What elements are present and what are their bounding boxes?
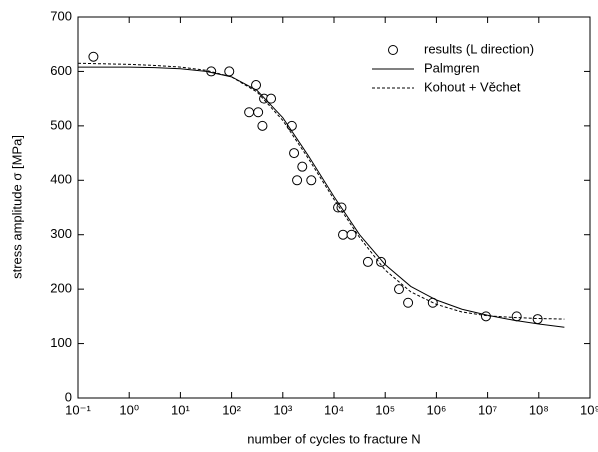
y-tick-label: 200: [50, 281, 72, 296]
x-tick-label: 10³: [273, 402, 292, 417]
x-tick-label: 10⁹: [580, 402, 598, 417]
data-point: [253, 107, 264, 118]
x-tick-label: 10²: [222, 402, 241, 417]
data-point: [403, 297, 414, 308]
data-point: [224, 66, 235, 77]
x-tick-label: 10⁶: [426, 402, 446, 417]
data-point: [376, 256, 387, 267]
y-tick-label: 0: [65, 389, 72, 404]
legend-label: results (L direction): [424, 41, 534, 56]
data-point: [289, 148, 300, 159]
curve: [78, 66, 565, 328]
y-tick-label: 600: [50, 63, 72, 78]
data-point: [292, 175, 303, 186]
x-tick-label: 10¹: [171, 402, 190, 417]
y-tick-label: 500: [50, 117, 72, 132]
data-point: [297, 161, 308, 172]
legend-label: Palmgren: [424, 60, 480, 75]
data-point: [257, 120, 268, 131]
curve: [77, 62, 565, 320]
data-point: [393, 284, 404, 295]
data-point: [362, 256, 373, 267]
data-point: [306, 175, 317, 186]
data-point: [244, 107, 255, 118]
data-point: [346, 229, 357, 240]
legend-label: Kohout + Věchet: [424, 79, 521, 94]
x-tick-label: 10⁻¹: [65, 402, 91, 417]
x-tick-label: 10⁷: [478, 402, 497, 417]
y-tick-label: 100: [50, 335, 72, 350]
y-tick-label: 700: [50, 8, 72, 23]
x-tick-label: 10⁴: [324, 402, 344, 417]
x-tick-label: 10⁵: [375, 402, 395, 417]
data-point: [266, 93, 277, 104]
x-tick-label: 10⁸: [529, 402, 549, 417]
data-point: [338, 229, 349, 240]
legend-marker: [388, 45, 398, 55]
data-point: [88, 51, 99, 62]
x-axis-label: number of cycles to fracture N: [247, 431, 420, 446]
data-point: [532, 314, 543, 325]
y-tick-label: 400: [50, 172, 72, 187]
data-point: [511, 311, 522, 322]
y-tick-label: 300: [50, 226, 72, 241]
y-axis-label: stress amplitude σ [MPa]: [9, 135, 24, 279]
x-tick-label: 10⁰: [119, 402, 139, 417]
